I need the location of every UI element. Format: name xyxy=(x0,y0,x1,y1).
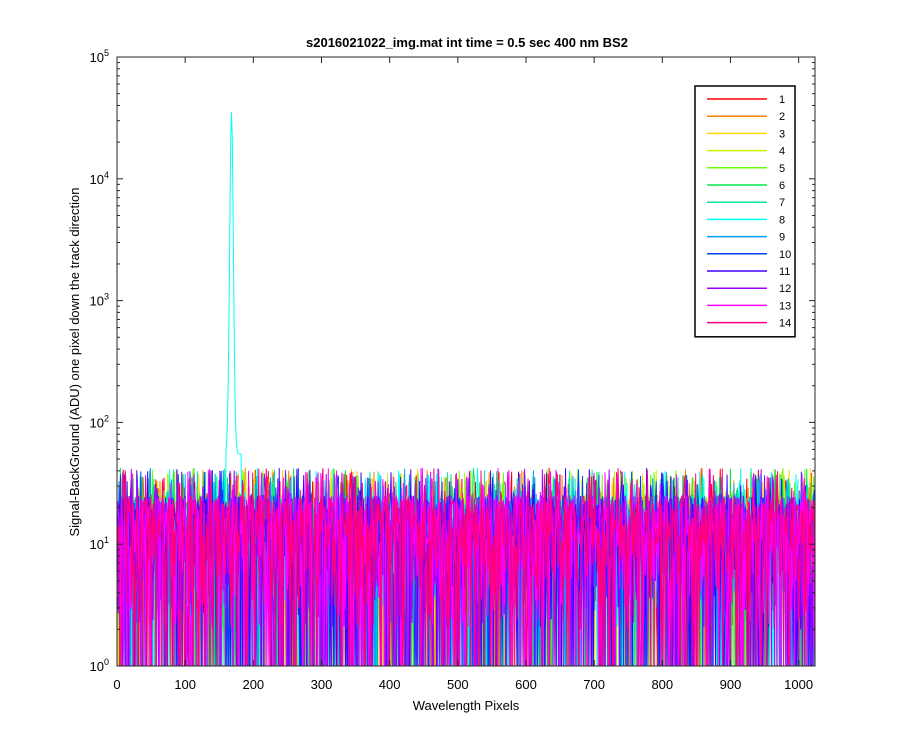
x-tick-label: 600 xyxy=(515,677,537,692)
y-tick-label-base: 10 xyxy=(90,172,104,187)
legend-label-2: 2 xyxy=(779,111,785,123)
x-tick-label: 700 xyxy=(583,677,605,692)
y-tick-label-exponent: 5 xyxy=(104,48,109,58)
y-tick-label: 103 xyxy=(90,292,109,309)
series-line-14 xyxy=(117,467,815,666)
y-tick-label-exponent: 2 xyxy=(104,413,109,423)
legend-label-12: 12 xyxy=(779,283,791,295)
y-tick-label: 101 xyxy=(90,535,109,552)
y-tick-label: 102 xyxy=(90,413,109,430)
x-tick-label: 100 xyxy=(174,677,196,692)
y-tick-label-exponent: 4 xyxy=(104,170,109,180)
legend-label-9: 9 xyxy=(779,232,785,244)
y-tick-label-base: 10 xyxy=(90,50,104,65)
legend-label-14: 14 xyxy=(779,318,791,330)
x-tick-label: 500 xyxy=(447,677,469,692)
y-tick-label: 100 xyxy=(90,657,109,674)
tick-layer: 0 100 200 300 400 500 600 700 800 900 100010010110… xyxy=(90,48,815,692)
legend-label-4: 4 xyxy=(779,146,785,158)
legend-label-6: 6 xyxy=(779,180,785,192)
legend-label-8: 8 xyxy=(779,214,785,226)
legend-box xyxy=(694,85,796,338)
x-tick-label: 400 xyxy=(379,677,401,692)
x-tick-label: 800 xyxy=(651,677,673,692)
x-axis-label: Wavelength Pixels xyxy=(413,698,520,713)
y-axis-label: Signal-BackGround (ADU) one pixel down t… xyxy=(67,187,82,536)
legend-label-3: 3 xyxy=(779,128,785,140)
y-tick-label-exponent: 3 xyxy=(104,292,109,302)
y-tick-label: 105 xyxy=(90,48,109,65)
legend-label-7: 7 xyxy=(779,197,785,209)
plot-frame xyxy=(116,56,816,667)
y-tick-label-base: 10 xyxy=(90,659,104,674)
y-tick-label-exponent: 0 xyxy=(104,657,109,667)
x-tick-label: 300 xyxy=(311,677,333,692)
x-tick-label: 0 xyxy=(113,677,120,692)
chart-title: s2016021022_img.mat int time = 0.5 sec 4… xyxy=(306,35,628,50)
y-tick-label: 104 xyxy=(90,170,109,187)
y-tick-label-exponent: 1 xyxy=(104,535,109,545)
legend-label-10: 10 xyxy=(779,249,791,261)
legend-label-1: 1 xyxy=(779,94,785,106)
x-tick-label: 200 xyxy=(242,677,264,692)
y-tick-label-base: 10 xyxy=(90,415,104,430)
x-tick-label: 900 xyxy=(720,677,742,692)
y-tick-label-base: 10 xyxy=(90,537,104,552)
legend-label-11: 11 xyxy=(779,266,790,278)
legend-label-13: 13 xyxy=(779,300,791,312)
series-layer xyxy=(117,112,815,666)
y-tick-label-base: 10 xyxy=(90,294,104,309)
legend-label-5: 5 xyxy=(779,163,785,175)
x-tick-label: 1000 xyxy=(784,677,813,692)
